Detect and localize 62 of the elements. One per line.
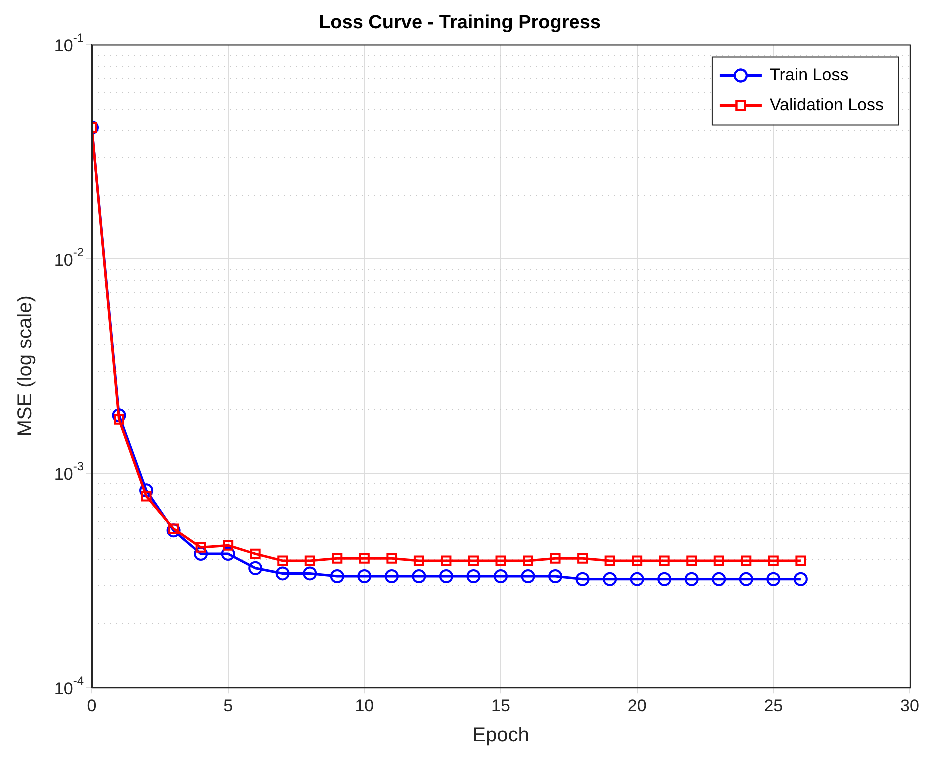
point (441, 556, 452, 566)
point (548, 570, 563, 584)
point (796, 556, 806, 566)
point (466, 570, 481, 584)
x-tick-label: 25 (764, 696, 784, 716)
x-tick-label: 5 (224, 696, 234, 716)
point (414, 556, 424, 566)
point (739, 572, 754, 586)
x-tick-label: 0 (87, 696, 97, 716)
x-tick-label: 20 (628, 696, 647, 716)
point (196, 542, 206, 553)
point (659, 556, 670, 566)
point (386, 553, 398, 564)
point (304, 556, 316, 566)
point (330, 570, 344, 584)
point (604, 556, 616, 566)
point (166, 524, 181, 538)
point (632, 556, 643, 566)
point (658, 572, 672, 586)
point (141, 491, 152, 502)
point (303, 566, 318, 581)
point (358, 570, 372, 584)
x-tick-label: 15 (492, 696, 510, 716)
point (794, 572, 808, 586)
point (250, 548, 261, 560)
point (194, 547, 208, 562)
point (712, 572, 726, 586)
point (384, 570, 399, 584)
point (439, 570, 454, 584)
point (523, 556, 534, 566)
x-axis-title: Epoch (472, 724, 530, 747)
point (741, 556, 752, 566)
point (686, 556, 698, 566)
point (140, 484, 154, 498)
point (468, 556, 479, 566)
point (276, 566, 290, 581)
y-axis-title: MSE (log scale) (14, 296, 37, 437)
point (630, 572, 644, 586)
point (576, 572, 590, 586)
legend-label: Validation Loss (770, 95, 884, 114)
x-tick-label: 10 (355, 696, 374, 716)
point (332, 553, 343, 564)
point (766, 572, 781, 586)
point (578, 553, 588, 564)
point (768, 556, 779, 566)
point (684, 572, 699, 586)
point (550, 553, 561, 564)
point (112, 408, 126, 423)
point (248, 561, 263, 576)
point (494, 570, 508, 584)
point (223, 540, 234, 551)
point (412, 570, 426, 584)
point (496, 556, 506, 566)
x-tick-label: 30 (900, 696, 920, 716)
point (221, 547, 236, 562)
legend-label: Train Loss (770, 65, 849, 84)
point (521, 570, 536, 584)
point (359, 553, 370, 564)
point (714, 556, 724, 566)
chart-title: Loss Curve - Training Progress (319, 12, 601, 34)
point (603, 572, 618, 586)
point (278, 556, 288, 566)
